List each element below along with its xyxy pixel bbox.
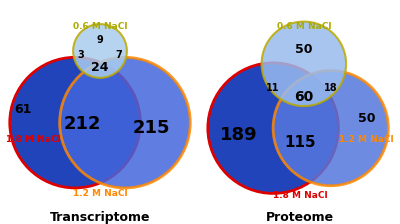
Text: 1.2 M NaCl: 1.2 M NaCl [73,189,127,198]
Ellipse shape [262,22,346,106]
Text: 212: 212 [64,115,102,134]
Text: Proteome: Proteome [266,211,334,224]
Text: 0.6 M NaCl: 0.6 M NaCl [276,22,331,31]
Text: 215: 215 [133,119,170,137]
Ellipse shape [60,57,190,188]
Text: 1.8 M NaCl: 1.8 M NaCl [6,135,60,144]
Text: 60: 60 [294,90,314,104]
Text: 189: 189 [220,127,257,144]
Text: 11: 11 [266,83,280,93]
Text: 18: 18 [324,83,338,93]
Text: 50: 50 [358,112,376,125]
Text: 50: 50 [295,43,312,56]
Ellipse shape [73,24,127,78]
Text: 7: 7 [116,50,122,60]
Text: 0.6 M NaCl: 0.6 M NaCl [73,22,127,31]
Text: 1.2 M NaCl: 1.2 M NaCl [340,135,394,144]
Text: 9: 9 [97,35,103,45]
Ellipse shape [208,63,338,193]
Ellipse shape [273,71,388,186]
Text: 3: 3 [78,50,84,60]
Text: 61: 61 [14,103,32,116]
Text: 115: 115 [284,135,316,150]
Text: 24: 24 [91,61,109,74]
Text: Transcriptome: Transcriptome [50,211,150,224]
Ellipse shape [10,57,140,188]
Text: 1.8 M NaCl: 1.8 M NaCl [273,191,327,200]
